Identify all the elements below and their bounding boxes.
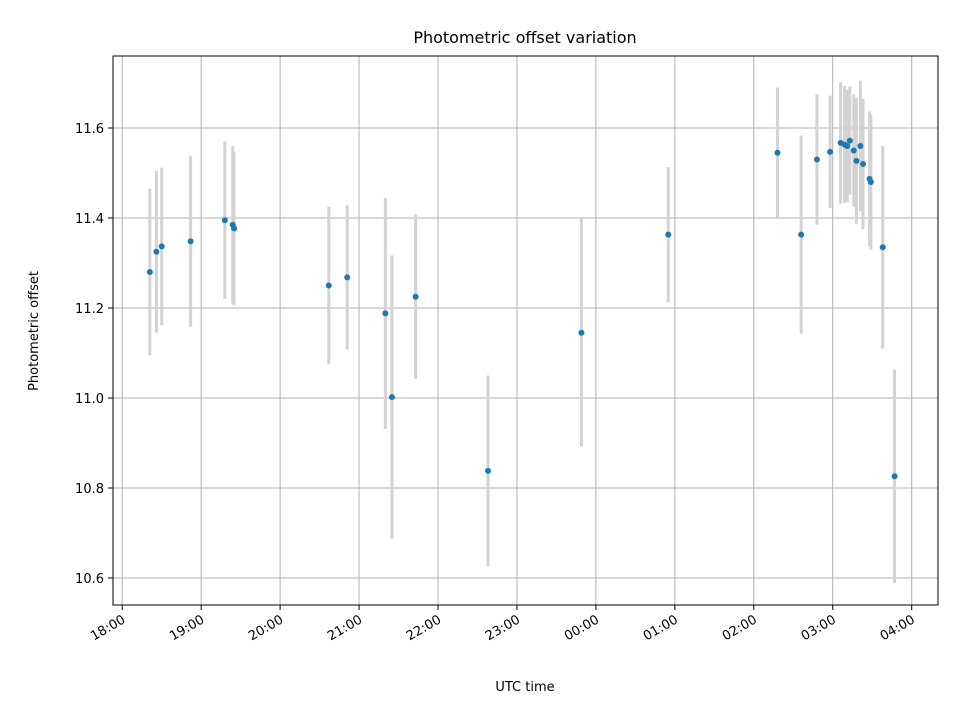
- x-tick-label: 02:00: [720, 612, 760, 644]
- data-point: [857, 143, 864, 149]
- data-point: [187, 238, 194, 245]
- data-point: [867, 179, 874, 185]
- data-point: [153, 248, 160, 255]
- data-point: [798, 231, 805, 238]
- x-axis-label: UTC time: [495, 680, 554, 695]
- y-tick-label: 11.2: [75, 302, 104, 317]
- x-tick-label: 01:00: [641, 612, 681, 644]
- data-point: [382, 310, 389, 317]
- data-point: [388, 394, 395, 401]
- x-tick-label: 22:00: [404, 612, 444, 644]
- data-point: [879, 244, 886, 251]
- x-tick-label: 03:00: [799, 612, 839, 644]
- data-point: [146, 269, 153, 275]
- x-tick-label: 21:00: [325, 612, 365, 644]
- plot-frame: [112, 55, 939, 606]
- data-point: [891, 473, 898, 480]
- data-points: [146, 137, 898, 480]
- data-point: [412, 293, 419, 300]
- x-tick-label: 20:00: [246, 612, 286, 644]
- y-tick-label: 11.0: [75, 392, 104, 407]
- x-axis-ticks: 18:00 19:00 20:00 21:00 22:00 23:00 00:00 01:00…: [88, 605, 918, 644]
- grid-lines: [113, 56, 938, 605]
- data-point: [578, 329, 585, 336]
- y-tick-label: 11.4: [75, 212, 104, 227]
- data-point: [231, 225, 238, 232]
- y-tick-label: 10.6: [75, 572, 104, 587]
- data-point: [485, 467, 491, 474]
- x-tick-label: 00:00: [562, 612, 602, 644]
- x-tick-label: 19:00: [167, 612, 207, 644]
- data-point: [844, 143, 851, 149]
- y-tick-label: 11.6: [75, 122, 104, 137]
- data-point: [325, 282, 332, 289]
- data-point: [860, 161, 866, 167]
- data-point: [774, 149, 781, 156]
- data-point: [813, 156, 820, 163]
- data-point: [850, 147, 857, 154]
- data-point: [827, 148, 834, 155]
- y-axis-label: Photometric offset: [27, 271, 42, 391]
- y-tick-label: 10.8: [75, 482, 104, 497]
- data-point: [221, 217, 228, 224]
- data-point: [665, 231, 672, 238]
- x-tick-label: 04:00: [878, 612, 918, 644]
- data-point: [846, 137, 853, 144]
- x-tick-label: 23:00: [483, 612, 523, 644]
- y-axis-ticks: 10.6 10.8 11.0 11.2 11.4 11.6: [75, 122, 113, 587]
- error-bars: [148, 80, 897, 583]
- data-point: [344, 274, 351, 281]
- x-tick-label: 18:00: [88, 612, 128, 644]
- data-point: [853, 157, 860, 164]
- data-point: [158, 243, 165, 250]
- chart-title: Photometric offset variation: [413, 28, 636, 47]
